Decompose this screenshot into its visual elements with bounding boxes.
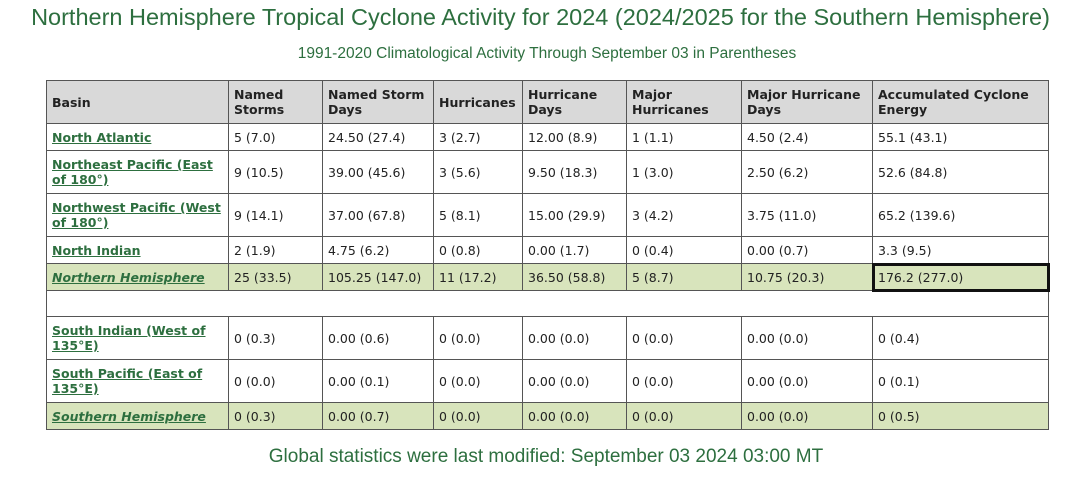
- page-title: Northern Hemisphere Tropical Cyclone Act…: [31, 4, 1050, 30]
- basin-link-north-indian[interactable]: North Indian: [52, 242, 141, 258]
- table-cell: 0.00 (1.7): [522, 236, 627, 264]
- basin-link-south-indian[interactable]: South Indian (West of 135°E): [52, 323, 206, 353]
- table-cell: 25 (33.5): [228, 263, 323, 291]
- basin-cell: North Indian: [46, 236, 229, 264]
- column-header-hurricanes: Hurricanes: [433, 80, 523, 124]
- table-cell: 9.50 (18.3): [522, 150, 627, 194]
- table-cell: 3 (5.6): [433, 150, 523, 194]
- table-row: North Atlantic 5 (7.0) 24.50 (27.4) 3 (2…: [46, 123, 1049, 151]
- table-cell: 0 (0.4): [872, 316, 1049, 360]
- table-cell: 1 (1.1): [626, 123, 742, 151]
- table-cell: 10.75 (20.3): [741, 263, 873, 291]
- table-cell: 4.50 (2.4): [741, 123, 873, 151]
- last-modified-note: Global statistics were last modified: Se…: [268, 446, 824, 467]
- table-cell: 0 (0.0): [433, 402, 523, 430]
- table-cell: 4.75 (6.2): [322, 236, 434, 264]
- page-subtitle: 1991-2020 Climatological Activity Throug…: [297, 45, 797, 62]
- table-cell: 0.00 (0.0): [522, 359, 627, 403]
- table-cell: 65.2 (139.6): [872, 193, 1049, 237]
- table-row: South Indian (West of 135°E) 0 (0.3) 0.0…: [46, 316, 1049, 360]
- basin-cell: North Atlantic: [46, 123, 229, 151]
- table-cell: 105.25 (147.0): [322, 263, 434, 291]
- table-cell: 1 (3.0): [626, 150, 742, 194]
- basin-link-south-pacific[interactable]: South Pacific (East of 135°E): [52, 366, 203, 396]
- table-cell-highlighted: 176.2 (277.0): [871, 262, 1050, 292]
- basin-link-northern-hemisphere[interactable]: Northern Hemisphere: [52, 269, 205, 285]
- basin-link-northwest-pacific[interactable]: Northwest Pacific (West of 180°): [52, 200, 221, 230]
- basin-link-southern-hemisphere[interactable]: Southern Hemisphere: [52, 408, 206, 424]
- table-cell: 3.75 (11.0): [741, 193, 873, 237]
- table-cell: 0 (0.3): [228, 402, 323, 430]
- table-cell: 0.00 (0.0): [741, 316, 873, 360]
- table-cell: 9 (14.1): [228, 193, 323, 237]
- basin-cell: South Pacific (East of 135°E): [46, 359, 229, 403]
- table-header-row: Basin Named Storms Named Storm Days Hurr…: [46, 80, 1049, 124]
- table-cell: 24.50 (27.4): [322, 123, 434, 151]
- table-cell: 0.00 (0.7): [322, 402, 434, 430]
- table-row: South Pacific (East of 135°E) 0 (0.0) 0.…: [46, 359, 1049, 403]
- table-cell: 0.00 (0.6): [322, 316, 434, 360]
- table-cell: 0 (0.8): [433, 236, 523, 264]
- table-row-total: Southern Hemisphere 0 (0.3) 0.00 (0.7) 0…: [46, 402, 1049, 430]
- basin-cell: South Indian (West of 135°E): [46, 316, 229, 360]
- basin-cell: Northeast Pacific (East of 180°): [46, 150, 229, 194]
- table-cell: 3 (2.7): [433, 123, 523, 151]
- table-cell: 15.00 (29.9): [522, 193, 627, 237]
- table-cell: 0 (0.0): [626, 316, 742, 360]
- table-row: Northwest Pacific (West of 180°) 9 (14.1…: [46, 193, 1049, 237]
- spacer-cell: [46, 290, 1049, 317]
- column-header-named-storms: Named Storms: [228, 80, 323, 124]
- table-cell: 2.50 (6.2): [741, 150, 873, 194]
- column-header-major-hurricanes: Major Hurricanes: [626, 80, 742, 124]
- basin-cell: Northern Hemisphere: [46, 263, 229, 291]
- column-header-ace: Accumulated Cyclone Energy: [872, 80, 1049, 124]
- table-row: North Indian 2 (1.9) 4.75 (6.2) 0 (0.8) …: [46, 236, 1049, 264]
- table-cell: 0 (0.0): [228, 359, 323, 403]
- table-cell: 37.00 (67.8): [322, 193, 434, 237]
- table-cell: 52.6 (84.8): [872, 150, 1049, 194]
- basin-link-north-atlantic[interactable]: North Atlantic: [52, 129, 152, 145]
- table-cell: 0.00 (0.0): [741, 359, 873, 403]
- column-header-major-hurricane-days: Major Hurricane Days: [741, 80, 873, 124]
- table-cell: 55.1 (43.1): [872, 123, 1049, 151]
- table-cell: 0.00 (0.1): [322, 359, 434, 403]
- table-cell: 0 (0.4): [626, 236, 742, 264]
- basin-cell: Southern Hemisphere: [46, 402, 229, 430]
- table-row: Northeast Pacific (East of 180°) 9 (10.5…: [46, 150, 1049, 194]
- table-cell: 0 (0.1): [872, 359, 1049, 403]
- table-cell: 11 (17.2): [433, 263, 523, 291]
- column-header-basin: Basin: [46, 80, 229, 124]
- table-cell: 0.00 (0.0): [522, 402, 627, 430]
- table-cell: 5 (7.0): [228, 123, 323, 151]
- table-cell: 2 (1.9): [228, 236, 323, 264]
- table-cell: 5 (8.1): [433, 193, 523, 237]
- table-cell: 39.00 (45.6): [322, 150, 434, 194]
- table-cell: 0 (0.0): [433, 316, 523, 360]
- table-cell: 0 (0.0): [626, 402, 742, 430]
- table-cell: 12.00 (8.9): [522, 123, 627, 151]
- table-cell: 36.50 (58.8): [522, 263, 627, 291]
- table-cell: 3.3 (9.5): [872, 236, 1049, 264]
- table-spacer-row: [46, 290, 1049, 317]
- table-cell: 0 (0.5): [872, 402, 1049, 430]
- table-cell: 0.00 (0.0): [522, 316, 627, 360]
- basin-cell: Northwest Pacific (West of 180°): [46, 193, 229, 237]
- table-cell: 9 (10.5): [228, 150, 323, 194]
- basin-link-northeast-pacific[interactable]: Northeast Pacific (East of 180°): [52, 157, 213, 187]
- column-header-hurricane-days: Hurricane Days: [522, 80, 627, 124]
- cyclone-activity-table: Basin Named Storms Named Storm Days Hurr…: [46, 80, 1050, 430]
- table-row-total: Northern Hemisphere 25 (33.5) 105.25 (14…: [46, 262, 1050, 292]
- table-cell: 0 (0.3): [228, 316, 323, 360]
- table-cell: 0.00 (0.7): [741, 236, 873, 264]
- table-cell: 0 (0.0): [626, 359, 742, 403]
- table-cell: 3 (4.2): [626, 193, 742, 237]
- table-cell: 0 (0.0): [433, 359, 523, 403]
- table-cell: 0.00 (0.0): [741, 402, 873, 430]
- table-cell: 5 (8.7): [626, 263, 742, 291]
- column-header-named-storm-days: Named Storm Days: [322, 80, 434, 124]
